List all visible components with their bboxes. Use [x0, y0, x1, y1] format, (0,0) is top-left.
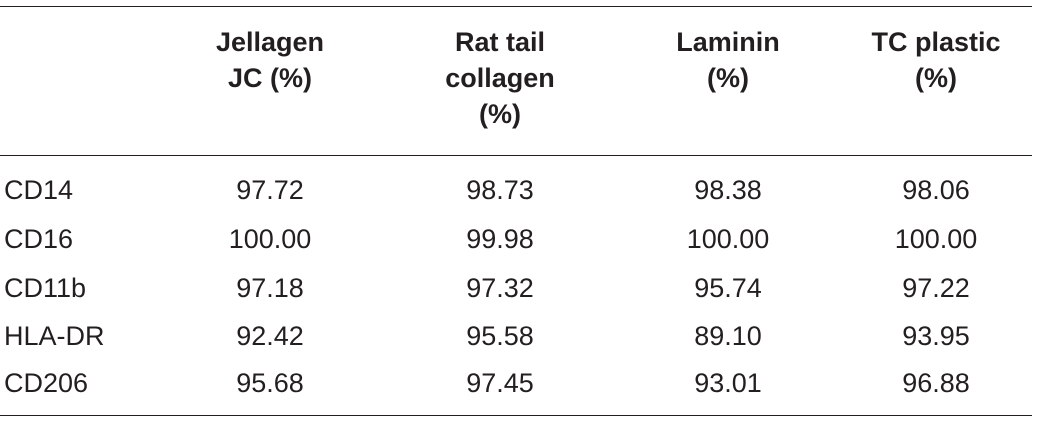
- column-header-laminin: Laminin (%): [676, 27, 780, 93]
- header-rule: [0, 155, 1032, 156]
- table-cell: 89.10: [694, 321, 762, 351]
- row-label: CD11b: [4, 273, 87, 303]
- table-row: CD206 95.68 97.45 93.01 96.88: [0, 359, 1039, 407]
- table-cell: 97.72: [236, 175, 304, 205]
- table-cell: 96.88: [902, 368, 970, 398]
- top-rule: [0, 6, 1032, 7]
- table-cell: 92.42: [236, 321, 304, 351]
- column-header-tc-plastic: TC plastic (%): [871, 27, 1001, 93]
- table-cell: 93.95: [902, 321, 970, 351]
- row-label: CD16: [4, 224, 74, 254]
- table-cell: 95.74: [694, 273, 762, 303]
- table-row: CD14 97.72 98.73 98.38 98.06: [0, 166, 1039, 214]
- column-header-jellagen: Jellagen JC (%): [215, 27, 325, 93]
- table-cell: 97.22: [902, 273, 970, 303]
- table-cell: 95.58: [466, 321, 534, 351]
- row-label: CD206: [4, 368, 89, 398]
- table-cell: 100.00: [894, 224, 978, 254]
- table-cell: 97.45: [466, 368, 534, 398]
- table-cell: 93.01: [694, 368, 762, 398]
- bottom-rule: [0, 415, 1032, 416]
- table-cell: 99.98: [466, 224, 534, 254]
- table-cell: 98.38: [694, 175, 762, 205]
- table-cell: 98.73: [466, 175, 534, 205]
- table-cell: 95.68: [236, 368, 304, 398]
- table-cell: 97.18: [236, 273, 304, 303]
- table-row: HLA-DR 92.42 95.58 89.10 93.95: [0, 312, 1039, 360]
- table-row: CD16 100.00 99.98 100.00 100.00: [0, 215, 1039, 263]
- row-label: HLA-DR: [4, 321, 105, 351]
- table-cell: 100.00: [228, 224, 312, 254]
- table-cell: 97.32: [466, 273, 534, 303]
- table-cell: 100.00: [686, 224, 770, 254]
- column-header-rat-tail-collagen: Rat tail collagen (%): [445, 27, 555, 129]
- table-row: CD11b 97.18 97.32 95.74 97.22: [0, 264, 1039, 312]
- table-cell: 98.06: [902, 175, 970, 205]
- row-label: CD14: [4, 175, 74, 205]
